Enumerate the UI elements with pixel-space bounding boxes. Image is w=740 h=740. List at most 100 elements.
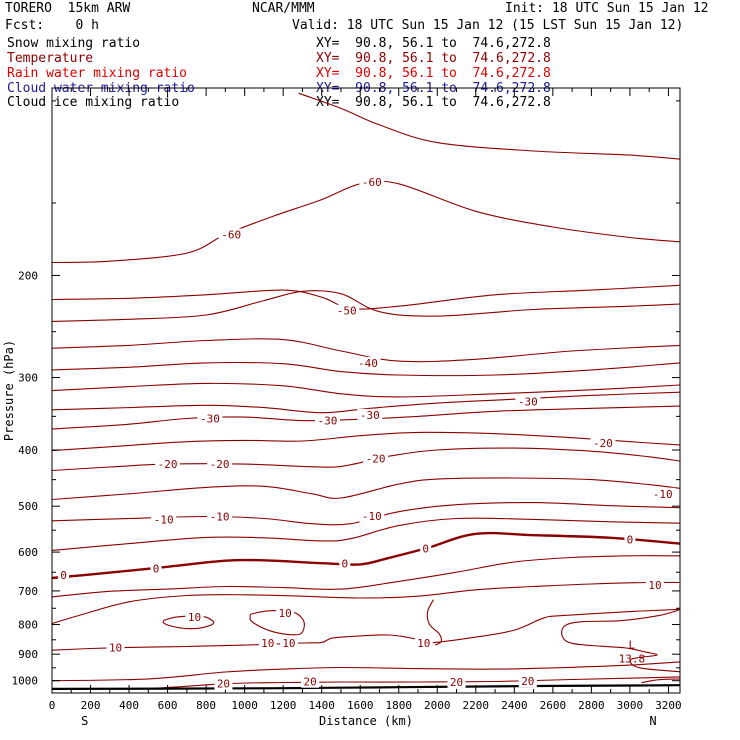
model-title: TORERO 15km ARW: [5, 1, 131, 16]
isotherm-line: [52, 661, 680, 682]
field-cloudice-xy: XY= 90.8, 56.1 to 74.6,272.8: [316, 95, 551, 110]
isotherm-label-bg: [515, 395, 541, 408]
field-temperature-name: Temperature: [7, 51, 94, 66]
field-rain-xy: XY= 90.8, 56.1 to 74.6,272.8: [316, 66, 551, 81]
isotherm-label: 10: [261, 637, 274, 650]
y-tick-label: 500: [18, 500, 38, 513]
isotherm-line: [52, 431, 680, 452]
x-tick-label: 400: [119, 699, 139, 712]
isotherm-label-bg: [207, 458, 233, 471]
isotherm-line: [52, 284, 680, 310]
init-time: Init: 18 UTC Sun 15 Jan 12: [505, 1, 709, 16]
y-tick-label: 900: [18, 648, 38, 661]
isotherm-label: -40: [358, 357, 378, 370]
isotherm-label-bg: [359, 510, 385, 523]
x-tick-label: 3200: [655, 699, 682, 712]
x-tick-label: 1400: [308, 699, 335, 712]
field-snow-xy: XY= 90.8, 56.1 to 74.6,272.8: [316, 36, 551, 51]
isotherm-label-bg: [151, 513, 177, 526]
isotherm-label: -10: [210, 511, 230, 524]
isotherm-line: [52, 502, 680, 526]
isotherm-line: [52, 405, 680, 430]
isotherm-label: -20: [593, 437, 613, 450]
isotherm-label: 0: [627, 534, 634, 547]
isotherm-label-bg: [279, 637, 298, 650]
isotherm-label: 20: [521, 675, 534, 688]
y-tick-label: 200: [18, 269, 38, 282]
isotherm-label: -10: [653, 488, 673, 501]
isotherm-label: 10: [282, 637, 295, 650]
isotherm-line: [52, 290, 680, 322]
isotherm-label: -50: [337, 305, 357, 318]
isotherm-label: 10: [109, 641, 122, 654]
isotherm-label-bg: [207, 510, 233, 523]
isotherm-line: [52, 676, 680, 690]
isotherm-label: 0: [153, 563, 160, 576]
isotherm-line: [52, 382, 680, 398]
isotherm-label-bg: [276, 606, 295, 619]
x-axis-label: Distance (km): [319, 714, 413, 728]
isotherm-label-bg: [414, 637, 433, 650]
isotherm-label-bg: [590, 436, 616, 449]
isotherm-label-bg: [155, 458, 181, 471]
x-tick-label: 1800: [385, 699, 412, 712]
low-marker-letter: L: [629, 639, 636, 652]
isotherm-label-bg: [645, 579, 664, 592]
isotherm-label-bg: [214, 677, 233, 690]
isotherm-label: 20: [217, 678, 230, 691]
isotherm-line: [52, 581, 680, 625]
isotherm-label: 10: [417, 637, 430, 650]
isotherm-label-bg: [258, 637, 277, 650]
isotherm-label-bg: [518, 675, 537, 688]
x-tick-label: 1000: [231, 699, 258, 712]
org-label: NCAR/MMM: [252, 1, 315, 16]
isotherm-label: 10: [278, 607, 291, 620]
y-tick-label: 700: [18, 585, 38, 598]
isotherm-label: -60: [221, 229, 241, 242]
x-axis-end-label-right: N: [649, 714, 656, 728]
x-tick-label: 200: [81, 699, 101, 712]
isotherm-label-bg: [359, 176, 385, 189]
isotherm-label-bg: [334, 304, 360, 317]
x-tick-label: 2400: [501, 699, 528, 712]
isotherm-label: 0: [422, 543, 429, 556]
isotherm-line: [298, 92, 680, 160]
x-tick-label: 600: [158, 699, 178, 712]
y-axis-label: Pressure (hPa): [2, 340, 16, 441]
x-tick-label: 2600: [540, 699, 567, 712]
isotherm-line: [52, 555, 680, 598]
isotherm-label-bg: [150, 562, 162, 575]
field-rain-name: Rain water mixing ratio: [7, 66, 188, 81]
isotherm-line: [52, 608, 680, 651]
isotherm-label: 0: [341, 558, 348, 571]
isotherm-label: 20: [450, 676, 463, 689]
isotherm-line: [52, 517, 680, 551]
y-tick-label: 300: [18, 372, 38, 385]
isotherm-label-bg: [218, 228, 244, 241]
field-cloudice-name: Cloud ice mixing ratio: [7, 95, 180, 110]
y-tick-label: 1000: [12, 675, 39, 688]
contour-layer: [52, 92, 680, 690]
isotherm-label-bg: [339, 557, 351, 570]
plot-frame: [51, 87, 681, 694]
isotherm-line: [641, 678, 680, 684]
x-tick-label: 0: [49, 699, 56, 712]
contour-label-layer: -60 -60 -50 -40 -30 -30 -30 -30 -20 -20 -20 -20 -10 -…: [58, 176, 676, 691]
forecast-hour: Fcst: 0 h: [5, 18, 99, 33]
low-marker-value: 13.8: [619, 653, 646, 666]
isotherm-line: [52, 391, 680, 414]
isotherm-label-bg: [624, 533, 636, 546]
isotherm-label-bg: [650, 487, 676, 500]
y-tick-label: 800: [18, 619, 38, 632]
x-tick-label: 800: [196, 699, 216, 712]
isotherm-label: -20: [210, 458, 230, 471]
isotherm-line: [52, 361, 680, 377]
isotherm-label-bg: [447, 675, 466, 688]
isotherm-label-bg: [197, 412, 223, 425]
isotherm-line: [162, 615, 215, 630]
isotherm-label: -20: [366, 453, 386, 466]
x-tick-label: 2000: [424, 699, 451, 712]
isotherm-line: [426, 599, 442, 646]
isotherm-line: [52, 531, 680, 580]
